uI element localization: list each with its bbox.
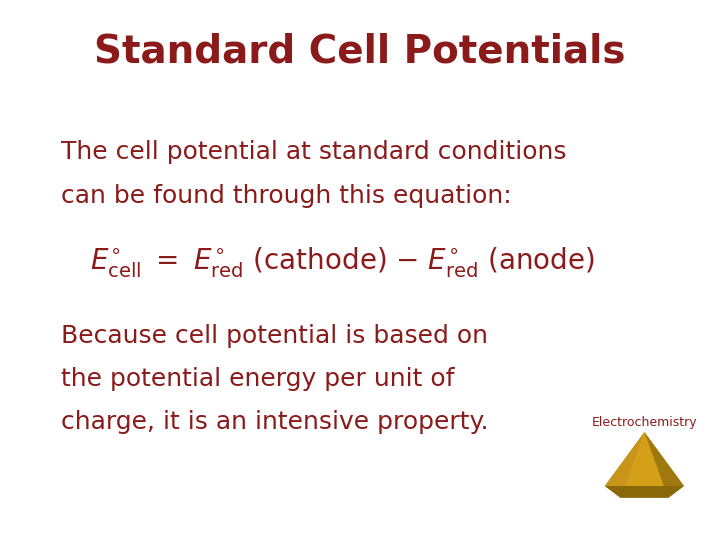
Text: can be found through this equation:: can be found through this equation: bbox=[61, 184, 512, 207]
Text: charge, it is an intensive property.: charge, it is an intensive property. bbox=[61, 410, 489, 434]
Text: Electrochemistry: Electrochemistry bbox=[592, 416, 697, 429]
Polygon shape bbox=[605, 432, 644, 498]
Polygon shape bbox=[644, 432, 684, 498]
Text: $\mathit{E}^{\circ}_{\mathrm{cell}}$ $=$ $\mathit{E}^{\circ}_{\mathrm{red}}$ (ca: $\mathit{E}^{\circ}_{\mathrm{cell}}$ $=$… bbox=[90, 245, 595, 279]
Text: Standard Cell Potentials: Standard Cell Potentials bbox=[94, 32, 626, 70]
Text: Because cell potential is based on: Because cell potential is based on bbox=[61, 324, 488, 348]
Polygon shape bbox=[605, 486, 684, 498]
Text: the potential energy per unit of: the potential energy per unit of bbox=[61, 367, 455, 391]
Polygon shape bbox=[605, 432, 684, 486]
Text: The cell potential at standard conditions: The cell potential at standard condition… bbox=[61, 140, 567, 164]
